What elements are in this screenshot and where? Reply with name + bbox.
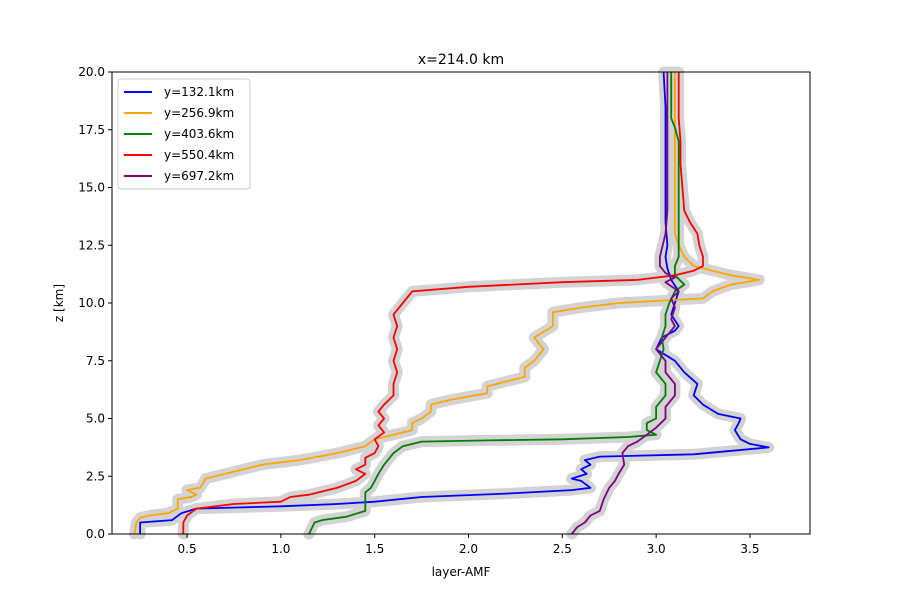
y-tick-label: 7.5 [86,354,105,368]
y-tick-label: 17.5 [78,123,105,137]
x-tick-label: 0.5 [178,542,197,556]
legend-box [117,78,251,190]
x-axis-ticks: 0.5 1.0 1.5 2.0 2.5 3.0 3.5 [178,534,760,556]
x-tick-label: 1.5 [365,542,384,556]
x-tick-label: 2.0 [459,542,478,556]
line-series-1 [133,72,761,535]
line-series-2 [308,72,686,535]
legend-label: y=550.4km [164,148,234,162]
legend-label: y=697.2km [164,169,234,183]
legend-label: y=132.1km [164,85,234,99]
y-axis-ticks: 0.0 2.5 5.0 7.5 10.0 12.5 15.0 17.5 20.0 [78,65,112,541]
line-series-0 [139,71,770,534]
series-lines [133,71,770,535]
y-tick-label: 12.5 [78,238,105,252]
chart-title: x=214.0 km [418,52,504,68]
line-series-3 [182,72,704,534]
x-tick-label: 2.5 [553,542,572,556]
y-tick-label: 20.0 [78,65,105,79]
y-tick-label: 15.0 [78,181,105,195]
x-tick-label: 3.0 [647,542,666,556]
legend: y=132.1km y=256.9km y=403.6km y=550.4km y=69… [117,78,251,190]
y-axis-label: z [km] [52,284,66,322]
line-series-4 [571,72,680,535]
y-tick-label: 5.0 [86,412,105,426]
legend-label: y=256.9km [164,106,234,120]
x-tick-label: 1.0 [271,542,290,556]
y-tick-label: 2.5 [86,469,105,483]
y-tick-label: 10.0 [78,296,105,310]
x-tick-label: 3.5 [740,542,759,556]
legend-label: y=403.6km [164,127,234,141]
x-axis-label: layer-AMF [432,565,491,579]
y-tick-label: 0.0 [86,527,105,541]
